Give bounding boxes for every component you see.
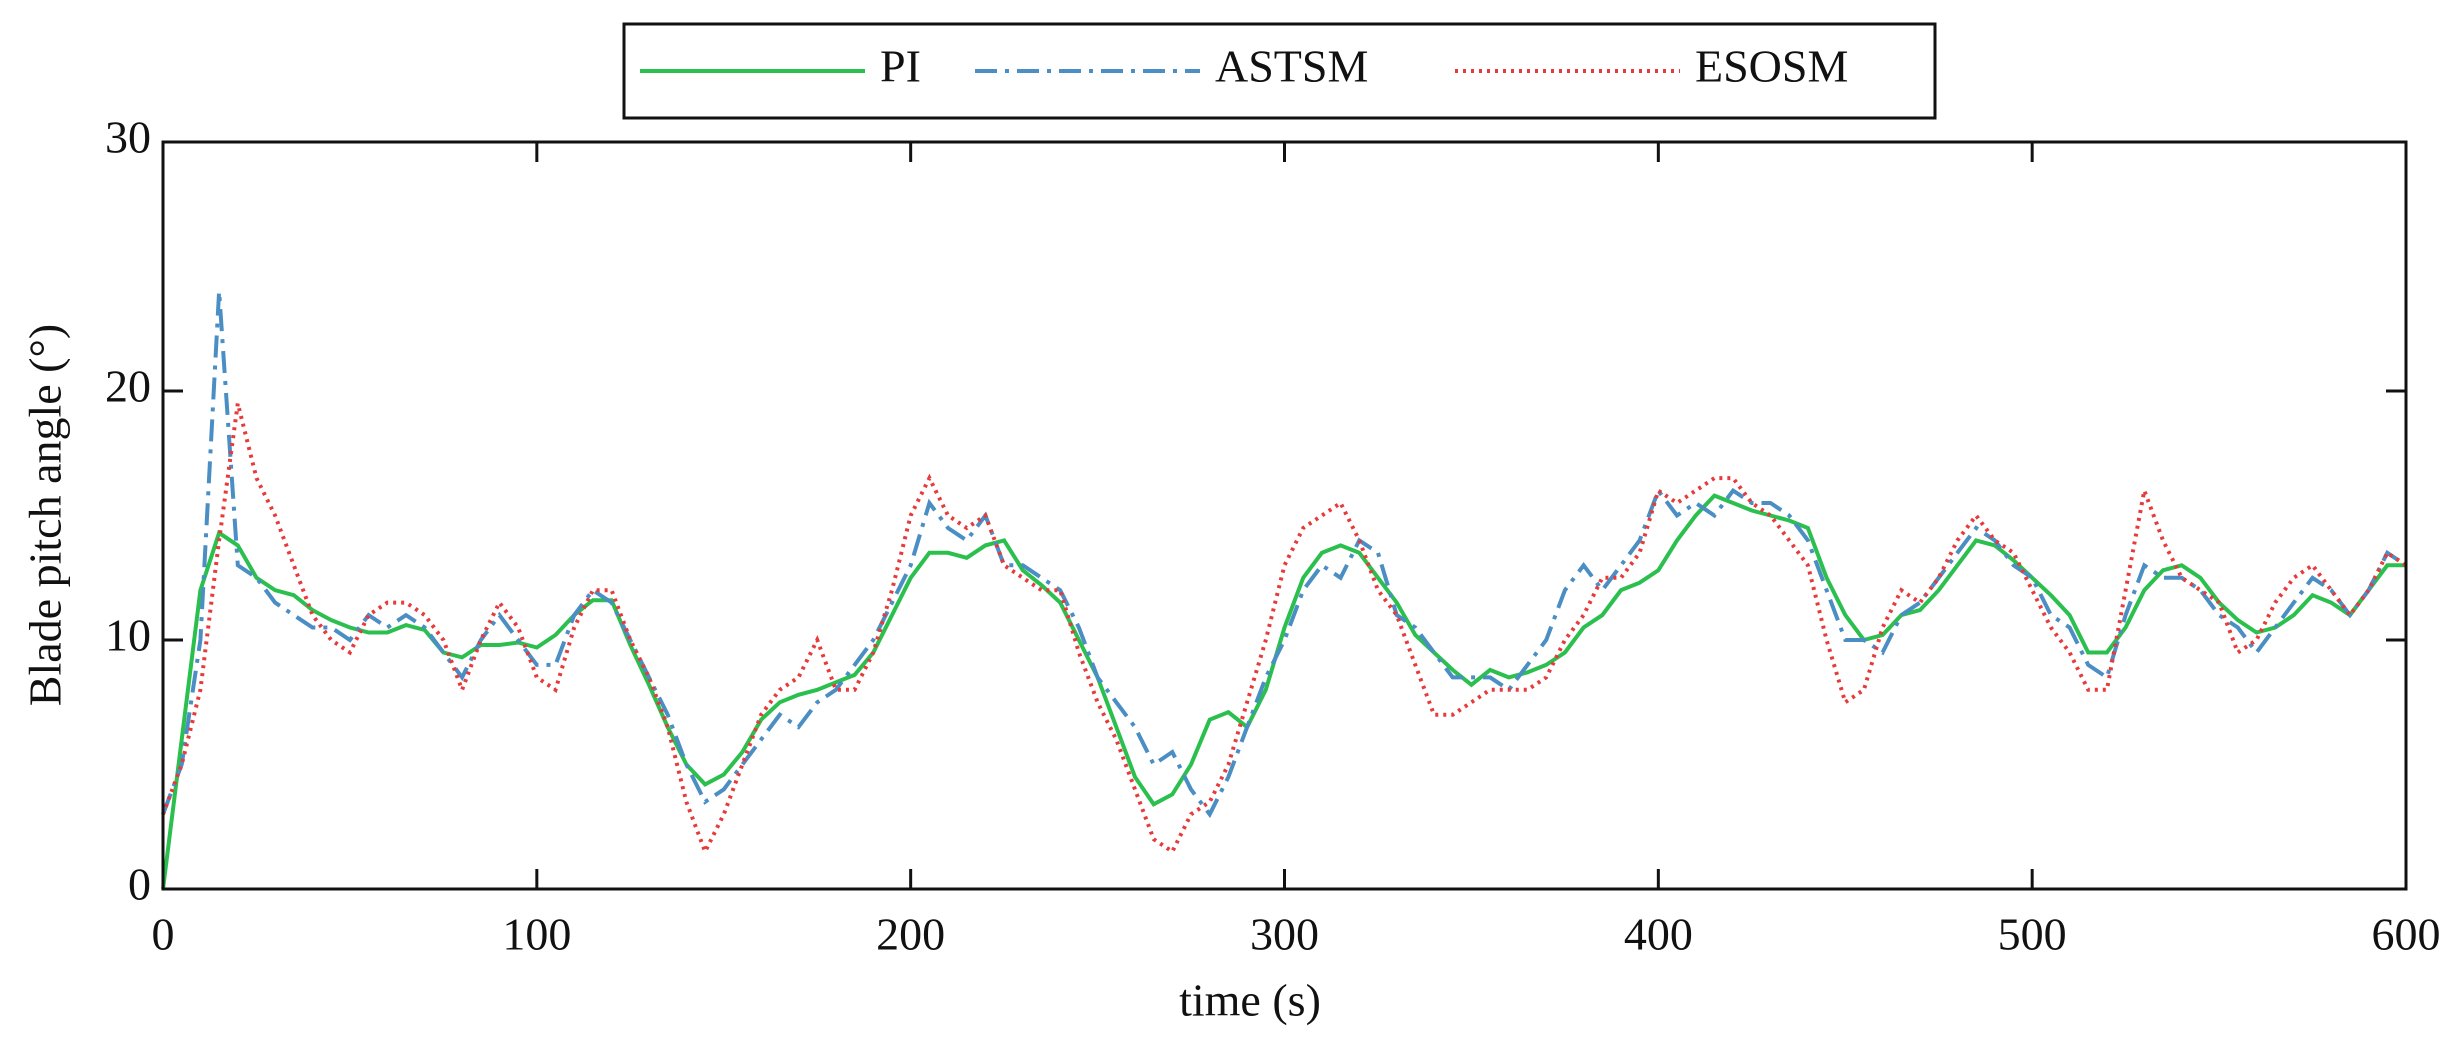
legend-label: ESOSM [1695,41,1848,92]
x-tick-label: 400 [1624,909,1693,960]
series-line [161,291,2408,819]
y-tick-label: 20 [105,361,151,412]
plot-frame [161,140,2408,891]
x-tick-label: 600 [2372,909,2441,960]
x-tick-label: 100 [502,909,571,960]
x-tick-label: 300 [1250,909,1319,960]
y-tick-label: 0 [128,859,151,910]
legend-label: PI [880,41,921,92]
y-axis-label: Blade pitch angle (°) [20,324,71,706]
x-tick-label: 500 [1998,909,2067,960]
x-tick-label: 0 [152,909,175,960]
y-tick-label: 10 [105,610,151,661]
x-axis-label: time (s) [1179,975,1321,1026]
series-line [161,493,2406,890]
y-tick-label: 30 [105,112,151,163]
legend-label: ASTSM [1215,41,1368,92]
x-tick-label: 200 [876,909,945,960]
